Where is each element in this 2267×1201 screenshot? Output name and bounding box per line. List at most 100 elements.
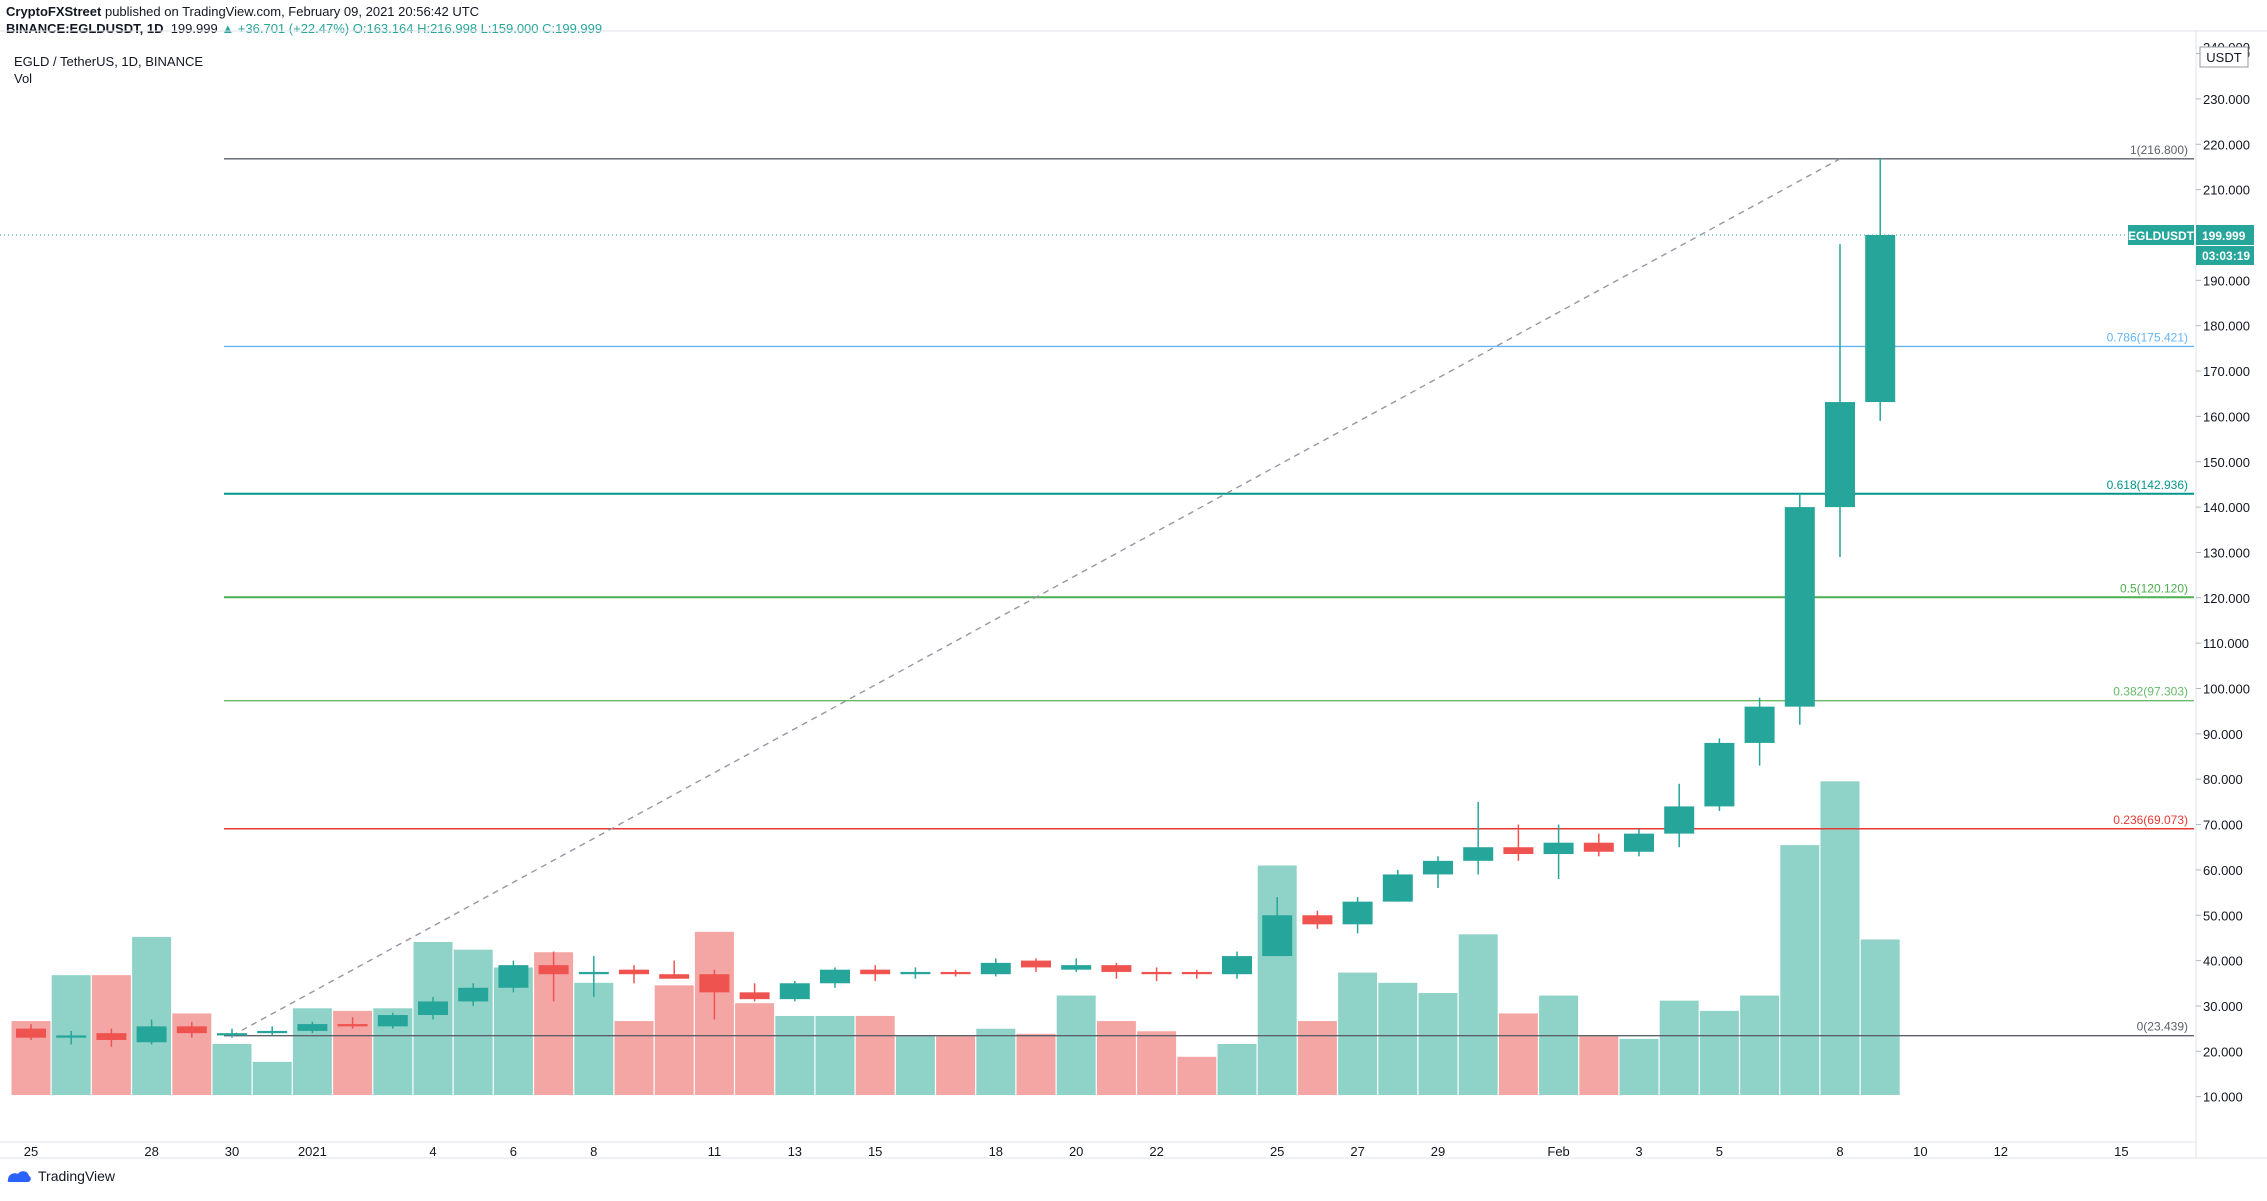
time-tick-label: 29	[1431, 1144, 1445, 1159]
price-tick-label: 160.000	[2203, 409, 2250, 424]
change-text: ▲ +36.701 (+22.47%)	[221, 21, 350, 36]
candle-body	[257, 1030, 288, 1034]
volume-bar	[252, 1061, 292, 1095]
candle-body	[1503, 847, 1534, 855]
price-tick-label: 10.000	[2203, 1090, 2243, 1105]
candle-body	[377, 1015, 408, 1027]
candle-body	[1624, 833, 1654, 852]
candle-body	[297, 1024, 328, 1031]
currency-label: USDT	[2206, 50, 2241, 65]
countdown-tag	[2196, 246, 2254, 266]
volume-bar	[1659, 1000, 1699, 1095]
price-tick-label: 210.000	[2203, 183, 2250, 198]
candle	[1181, 969, 1212, 979]
candle-body	[1141, 971, 1172, 975]
fib-level-label: 0.5(120.120)	[2120, 581, 2188, 595]
candle	[699, 969, 730, 1020]
candle	[1624, 829, 1654, 857]
footer: TradingView	[6, 1168, 115, 1184]
candle-body	[1382, 874, 1413, 902]
fib-trend-line	[231, 158, 1841, 1037]
volume-bar	[1539, 995, 1579, 1095]
tradingview-logo-icon[interactable]	[6, 1168, 32, 1184]
candle-body	[779, 983, 810, 1000]
candle	[176, 1021, 207, 1038]
candle	[1141, 967, 1172, 982]
candle-body	[980, 962, 1011, 975]
candle-body	[1543, 842, 1574, 855]
tradingview-brand[interactable]: TradingView	[38, 1168, 116, 1184]
candle	[1664, 783, 1695, 848]
candle	[1825, 244, 1855, 557]
currency-box	[2199, 46, 2249, 68]
volume-bar	[1378, 982, 1418, 1095]
price-tick-label: 50.000	[2203, 908, 2243, 923]
author-name[interactable]: CryptoFXStreet	[6, 4, 102, 19]
candle	[1222, 951, 1252, 979]
publish-text: published on TradingView.com, February 0…	[101, 4, 480, 19]
time-tick-label: 8	[590, 1144, 597, 1159]
time-tick-label: Feb	[1547, 1144, 1569, 1159]
volume-bar	[775, 1015, 815, 1095]
price-tick-label: 30.000	[2203, 999, 2243, 1014]
volume-bar	[292, 1008, 332, 1095]
candle	[16, 1024, 46, 1040]
candle	[1704, 738, 1735, 811]
price-tick-label: 130.000	[2203, 545, 2250, 560]
volume-bar	[1740, 995, 1780, 1095]
candle-body	[699, 974, 730, 993]
candle	[136, 1019, 167, 1045]
time-axis: 25 28 30 2021 4 6 8 11 13 15 18 20 22 25 27 29 Feb 3 5 8 10 1…	[24, 1144, 2129, 1159]
volume-bar	[1338, 972, 1378, 1095]
volume-bar	[1418, 993, 1458, 1095]
volume-bar	[936, 1036, 976, 1095]
price-tick-label: 220.000	[2203, 137, 2250, 152]
volume-bar	[574, 982, 614, 1095]
fib-level-label: 0(23.439)	[2137, 1020, 2188, 1034]
price-tick-label: 150.000	[2203, 455, 2250, 470]
candle-body	[1825, 402, 1855, 508]
candle	[1021, 958, 1051, 972]
candle	[1744, 697, 1775, 766]
time-tick-label: 11	[708, 1144, 722, 1159]
time-tick-label: 15	[868, 1144, 882, 1159]
volume-bar	[815, 1015, 855, 1095]
candle-body	[96, 1033, 127, 1040]
candle-body	[619, 969, 649, 975]
price-tick-label: 80.000	[2203, 772, 2243, 787]
volume-bar	[1056, 995, 1096, 1095]
candle	[337, 1017, 368, 1029]
candle	[1463, 801, 1494, 875]
candle-series	[16, 157, 1896, 1047]
candle	[217, 1028, 247, 1038]
candle	[860, 965, 891, 982]
candle	[1865, 157, 1896, 421]
volume-bar	[1297, 1021, 1337, 1095]
candle	[538, 951, 569, 1002]
chart-legend-volume[interactable]: Vol	[14, 71, 33, 86]
symbol-tag	[2128, 225, 2194, 246]
candle	[1382, 869, 1413, 902]
time-tick-label: 25	[24, 1144, 38, 1159]
publish-info: CryptoFXStreet published on TradingView.…	[6, 4, 479, 19]
last-price-tag	[2196, 225, 2254, 246]
chart-legend-symbol[interactable]: EGLD / TetherUS, 1D, BINANCE	[14, 54, 204, 69]
ohlc-info: BINANCE:EGLDUSDT, 1D 199.999 ▲ +36.701 (…	[6, 21, 602, 36]
candle-body	[1583, 842, 1614, 852]
volume-bar	[735, 1003, 775, 1095]
volume-bar	[1619, 1038, 1659, 1095]
volume-bar	[895, 1036, 935, 1095]
candle-body	[659, 974, 690, 979]
volume-bar	[1217, 1044, 1257, 1095]
volume-bar	[1579, 1036, 1619, 1095]
candle	[96, 1028, 127, 1047]
candle	[980, 958, 1011, 977]
volume-bar	[654, 985, 694, 1095]
fib-level-label: 0.618(142.936)	[2107, 478, 2188, 492]
candle-body	[1865, 235, 1896, 403]
time-tick-label: 18	[989, 1144, 1003, 1159]
candle-body	[1463, 847, 1494, 861]
time-tick-label: 25	[1270, 1144, 1284, 1159]
candle-body	[458, 987, 489, 1002]
